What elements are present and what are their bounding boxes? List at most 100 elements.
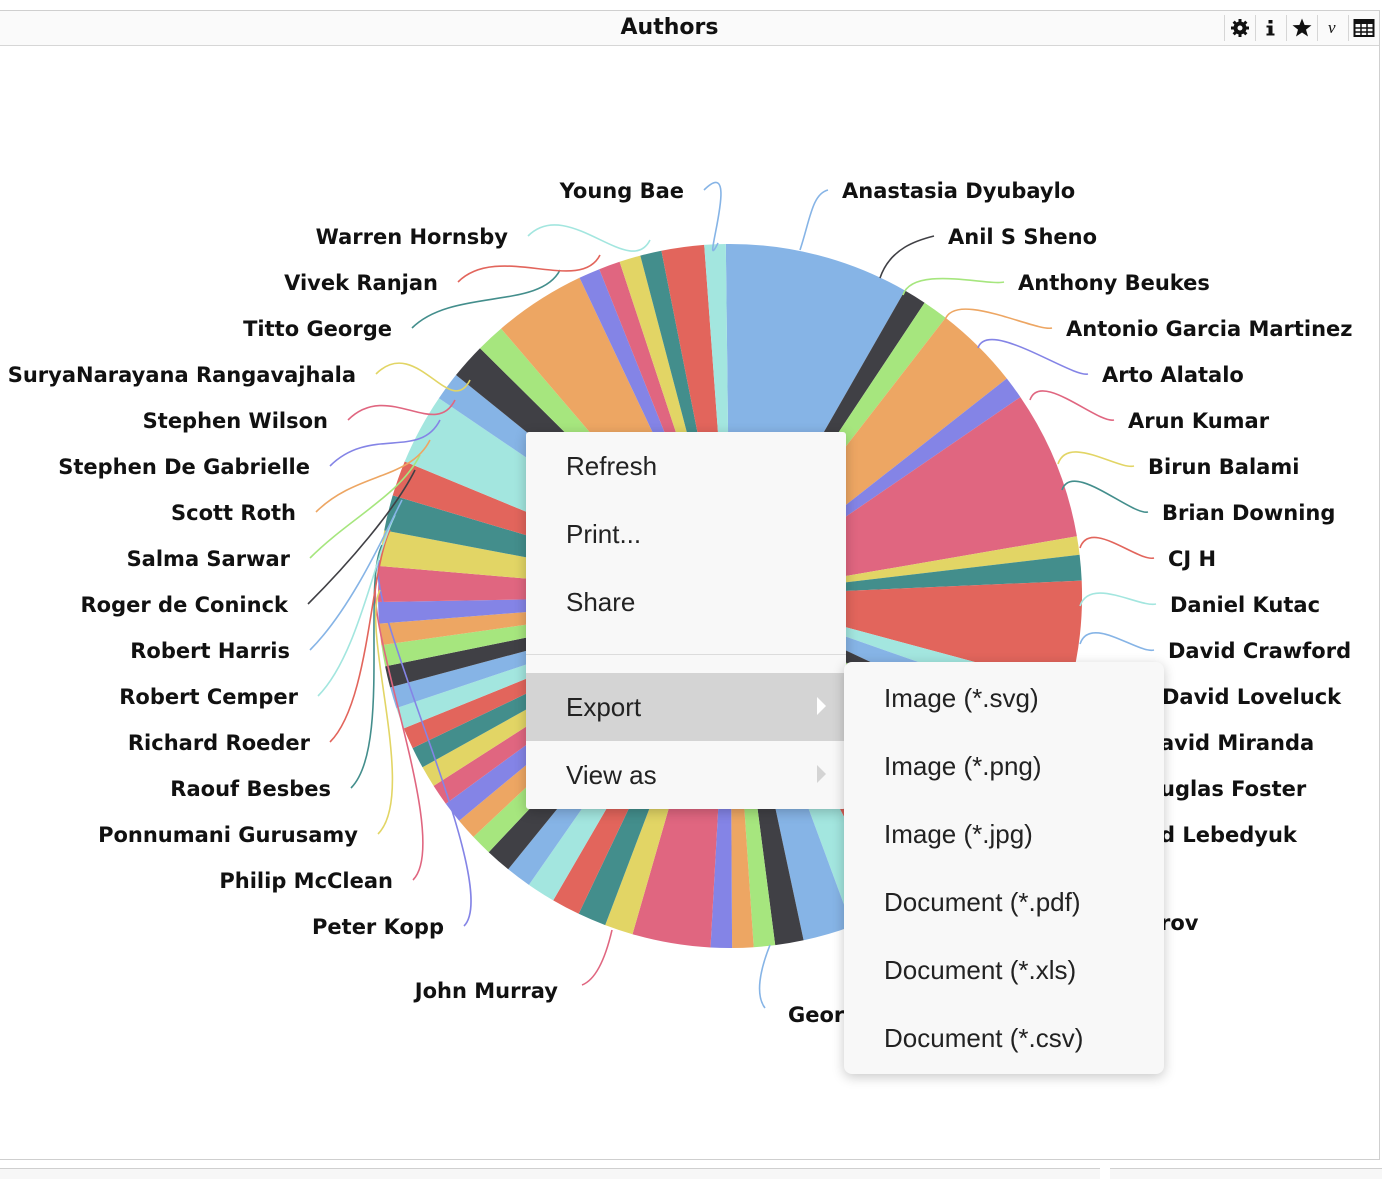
slice-label: Ponnumani Gurusamy [98,823,358,847]
leader-line [375,362,471,392]
menu-item-share[interactable]: Share [526,568,846,636]
leader-line [457,254,601,283]
lower-panel-edge-right [1110,1168,1382,1179]
export-jpg[interactable]: Image (*.jpg) [844,800,1164,868]
menu-item-label: Refresh [566,451,658,481]
leader-line [329,529,391,743]
gear-icon[interactable] [1224,15,1255,41]
slice-label: Anil S Sheno [948,225,1097,249]
menu-item-label: Share [566,587,636,617]
leader-line [307,469,416,605]
slice-label: Richard Roeder [128,731,311,755]
leader-line [315,439,431,513]
slice-label: rov [1160,911,1199,935]
leader-line [377,559,472,927]
slice-label: Daniel Kutac [1170,593,1320,617]
submenu-arrow-icon [817,765,826,783]
menu-item-label: Print... [566,519,642,549]
leader-line [799,189,829,251]
leader-line [411,269,561,329]
slice-label: CJ H [1168,547,1216,571]
menu-item-label: View as [566,760,657,790]
menu-item-label: Image (*.jpg) [884,819,1033,849]
slice-label: Vivek Ranjan [284,271,438,295]
slice-label: Young Bae [559,179,684,203]
submenu-arrow-icon [817,697,826,715]
menu-item-label: Document (*.pdf) [884,887,1081,917]
leader-line [1079,631,1155,651]
slice-label: Philip McClean [219,869,393,893]
star-icon[interactable] [1286,15,1317,41]
slice-label: David Crawford [1168,639,1351,663]
leader-line [977,338,1089,375]
slice-label: John Murray [413,979,559,1003]
table-icon[interactable] [1348,15,1379,41]
leader-line [944,308,1053,329]
slice-label: Titto George [243,317,392,341]
leader-line [581,929,613,986]
leader-line [1079,592,1157,607]
slice-label: Arun Kumar [1128,409,1270,433]
leader-line [374,574,424,881]
menu-item-export[interactable]: Export [526,673,846,741]
context-menu: Refresh Print... Share Export View as [526,432,846,809]
slice-label: Roger de Coninck [81,593,290,617]
info-icon[interactable] [1255,15,1286,41]
leader-line [329,419,441,467]
slice-label: Antonio Garcia Martinez [1066,317,1353,341]
menu-item-label: Document (*.xls) [884,955,1077,985]
leader-line [309,499,403,651]
v-icon[interactable]: v [1317,15,1348,41]
export-pdf[interactable]: Document (*.pdf) [844,868,1164,936]
leader-line [1061,480,1149,513]
slice-label: Peter Kopp [312,915,444,939]
export-svg[interactable]: Image (*.svg) [844,664,1164,732]
export-submenu: Image (*.svg) Image (*.png) Image (*.jpg… [844,662,1164,1074]
slice-label: d Lebedyuk [1160,823,1298,847]
menu-item-label: Image (*.png) [884,751,1042,781]
slice-label: Anthony Beukes [1018,271,1210,295]
slice-label: Anastasia Dyubaylo [842,179,1075,203]
leader-line [374,589,394,835]
slice-label: Warren Hornsby [316,225,509,249]
panel-toolbar: v [1224,15,1379,41]
slice-label: Brian Downing [1162,501,1335,525]
lower-panel-edge [0,1168,1100,1179]
export-png[interactable]: Image (*.png) [844,732,1164,800]
export-xls[interactable]: Document (*.xls) [844,936,1164,1004]
menu-item-label: Image (*.svg) [884,683,1039,713]
leader-line [1057,451,1135,467]
menu-item-label: Document (*.csv) [884,1023,1084,1053]
panel-title: Authors [620,15,719,40]
export-csv[interactable]: Document (*.csv) [844,1004,1164,1072]
menu-item-label: Export [566,692,642,722]
leader-line [317,514,396,697]
slice-label: Birun Balami [1148,455,1299,479]
slice-label: Salma Sarwar [127,547,291,571]
leader-line [1029,390,1115,421]
panel-titlebar: Authors v [0,11,1379,46]
leader-line [309,454,421,559]
menu-item-refresh[interactable]: Refresh [526,432,846,500]
leader-line [902,277,1005,296]
slice-label: Scott Roth [171,501,296,525]
slice-label: SuryaNarayana Rangavajhala [8,363,356,387]
menu-item-print[interactable]: Print... [526,500,846,568]
leader-line [1079,536,1155,559]
slice-label: Stephen Wilson [143,409,328,433]
menu-item-view-as[interactable]: View as [526,741,846,809]
menu-separator [526,654,846,655]
leader-line [703,181,722,252]
slice-label: avid Miranda [1160,731,1314,755]
slice-label: David Loveluck [1162,685,1342,709]
leader-line [347,399,456,421]
leader-line [879,235,935,279]
slice-label: Arto Alatalo [1102,363,1244,387]
slice-label: Stephen De Gabrielle [58,455,310,479]
slice-label: Raouf Besbes [170,777,331,801]
svg-text:v: v [1328,18,1336,37]
slice-label: uglas Foster [1160,777,1307,801]
leader-line [527,224,651,252]
slice-label: Robert Harris [130,639,290,663]
slice-label: Robert Cemper [119,685,298,709]
